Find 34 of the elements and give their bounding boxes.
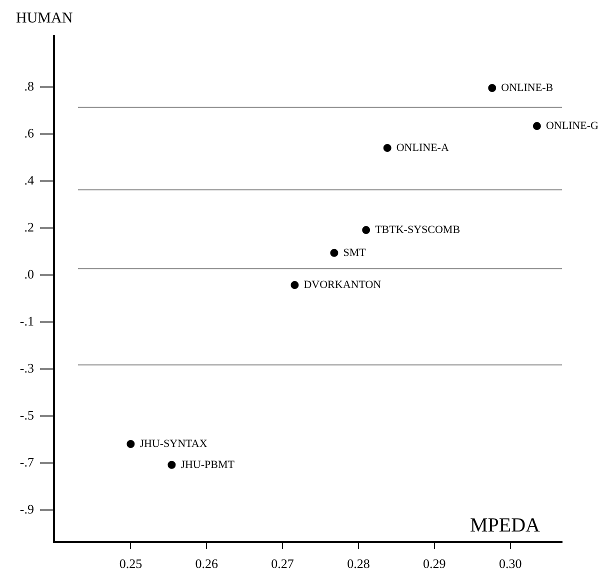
series-label: ONLINE-G — [546, 120, 599, 132]
y-tick-label: .0 — [24, 266, 34, 282]
point — [488, 84, 496, 92]
x-tick-label: 0.26 — [195, 556, 219, 572]
series-label: JHU-PBMT — [180, 458, 235, 471]
x-axis-title: MPEDA — [470, 514, 541, 536]
y-tick-label: -.3 — [20, 360, 34, 376]
point — [532, 122, 541, 130]
y-tick-label: .4 — [24, 172, 34, 188]
point — [362, 226, 370, 234]
y-tick-label: -.5 — [20, 407, 34, 422]
x-tick-label: 0.28 — [347, 556, 370, 572]
y-tick-label: -.1 — [20, 313, 34, 328]
y-tick-label: .2 — [24, 219, 34, 234]
point — [168, 460, 176, 469]
series-label: ONLINE-A — [396, 142, 449, 154]
series-label: SMT — [343, 246, 366, 259]
point — [330, 248, 338, 257]
y-tick-label: -.7 — [20, 454, 34, 470]
y-axis-title: HUMAN — [16, 10, 73, 26]
series-label: JHU-SYNTAX — [140, 438, 208, 450]
x-tick-label: 0.29 — [423, 556, 446, 572]
y-tick-label: -.9 — [20, 501, 34, 516]
x-tick-label: 0.30 — [498, 556, 522, 572]
y-tick-label: .8 — [24, 78, 34, 94]
series-label: DVORKANTON — [304, 278, 382, 291]
point — [290, 281, 299, 290]
y-tick-label: .6 — [24, 125, 34, 140]
point — [383, 144, 392, 152]
series-label: ONLINE-B — [501, 82, 554, 94]
x-tick-label: 0.25 — [119, 556, 142, 572]
x-tick-label: 0.27 — [271, 556, 294, 572]
series-label: TBTK-SYSCOMB — [375, 224, 460, 236]
point — [126, 440, 135, 448]
